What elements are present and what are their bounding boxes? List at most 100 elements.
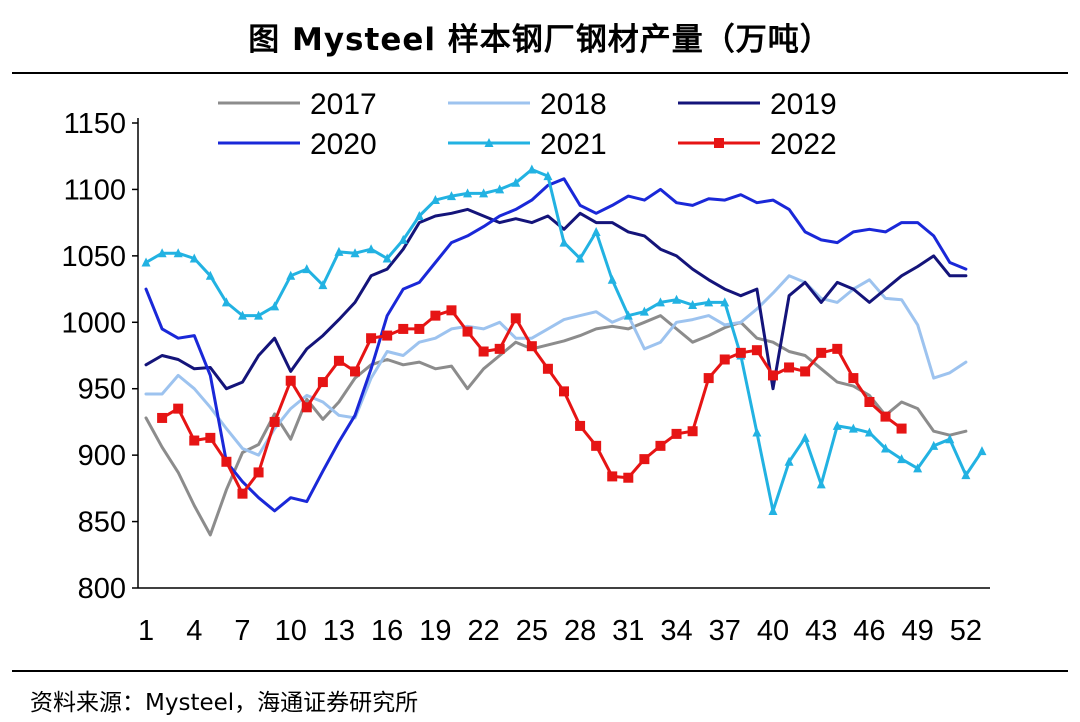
data-point-2021 [848, 423, 858, 433]
data-point-2021 [881, 443, 891, 453]
data-point-2022 [253, 467, 264, 478]
data-point-2022 [623, 472, 634, 483]
series-line-2018 [144, 274, 968, 457]
data-point-2022 [157, 412, 168, 423]
data-point-2021 [495, 184, 505, 194]
data-point-2022 [173, 403, 184, 414]
data-point-2021 [704, 297, 714, 307]
data-point-2022 [591, 440, 602, 451]
series-2021 [141, 164, 987, 515]
data-point-2021 [623, 310, 633, 320]
data-point-2022 [526, 341, 537, 352]
x-tick-label: 31 [612, 615, 644, 647]
legend-item-2022: 2022 [678, 128, 837, 161]
data-point-2021 [832, 420, 842, 430]
data-point-2021 [768, 505, 778, 515]
data-point-2022 [478, 346, 489, 357]
x-tick-label: 49 [902, 615, 934, 647]
data-point-2022 [767, 370, 778, 381]
x-tick-label: 10 [275, 615, 307, 647]
data-point-2021 [286, 270, 296, 280]
y-tick-label: 1150 [64, 108, 126, 140]
data-point-2021 [479, 188, 489, 198]
data-point-2021 [237, 310, 247, 320]
x-tick-label: 28 [564, 615, 596, 647]
source-note: 资料来源：Mysteel，海通证券研究所 [30, 690, 419, 716]
x-tick-label: 40 [757, 615, 789, 647]
data-point-2021 [945, 434, 955, 444]
data-point-2022 [221, 456, 232, 467]
data-point-2022 [414, 323, 425, 334]
legend-marker-2022 [714, 138, 724, 148]
chart-legend: 2017 2018 2019 2020 2021 2022 [218, 88, 837, 161]
data-point-2021 [221, 297, 231, 307]
x-tick-label: 4 [186, 615, 202, 647]
data-point-2021 [929, 440, 939, 450]
series-2020 [144, 177, 968, 513]
data-point-2021 [639, 306, 649, 316]
x-tick-label: 1 [138, 615, 154, 647]
legend-item-2018: 2018 [448, 88, 607, 121]
data-point-2022 [205, 432, 216, 443]
data-point-2022 [880, 411, 891, 422]
data-point-2021 [816, 479, 826, 489]
x-tick-label: 22 [467, 615, 499, 647]
data-point-2022 [671, 428, 682, 439]
data-point-2021 [350, 248, 360, 258]
data-point-2021 [607, 274, 617, 284]
y-tick-label: 1000 [61, 307, 126, 339]
data-point-2021 [414, 211, 424, 220]
data-point-2022 [494, 343, 505, 354]
x-tick-label: 52 [950, 615, 982, 647]
data-point-2021 [270, 301, 280, 311]
data-point-2022 [703, 373, 714, 384]
data-point-2021 [591, 226, 601, 236]
data-point-2021 [398, 234, 408, 244]
data-point-2021 [897, 454, 907, 464]
x-tick-label: 37 [709, 615, 741, 647]
data-point-2022 [639, 454, 650, 465]
x-tick-label: 7 [234, 615, 250, 647]
data-point-2022 [655, 440, 666, 451]
data-point-2021 [752, 427, 762, 437]
legend-label-2017: 2017 [310, 88, 377, 121]
data-point-2022 [301, 402, 312, 413]
data-point-2021 [334, 246, 344, 256]
data-point-2022 [189, 435, 200, 446]
data-point-2021 [205, 270, 215, 280]
data-point-2021 [559, 237, 569, 247]
series-2022 [157, 305, 907, 499]
x-tick-label: 43 [805, 615, 837, 647]
data-point-2022 [510, 313, 521, 324]
data-point-2022 [430, 310, 441, 321]
data-point-2022 [398, 323, 409, 334]
data-point-2022 [446, 305, 457, 316]
data-point-2021 [446, 191, 456, 201]
x-tick-label: 25 [516, 615, 548, 647]
data-point-2021 [527, 164, 537, 174]
series-line-2017 [144, 314, 968, 537]
data-point-2022 [285, 375, 296, 386]
chart-plot-area [141, 164, 987, 537]
data-point-2021 [655, 297, 665, 307]
legend-item-2020: 2020 [218, 128, 377, 161]
data-point-2022 [333, 355, 344, 366]
data-point-2022 [896, 423, 907, 434]
x-tick-label: 16 [371, 615, 403, 647]
data-point-2022 [719, 354, 730, 365]
y-tick-label: 950 [78, 374, 126, 406]
y-tick-label: 1050 [61, 241, 126, 273]
data-point-2022 [366, 333, 377, 344]
data-point-2021 [173, 248, 183, 258]
data-point-2021 [254, 310, 264, 320]
data-point-2021 [800, 432, 810, 442]
data-point-2022 [687, 426, 698, 437]
data-point-2022 [816, 347, 827, 358]
series-2019 [144, 207, 968, 391]
data-point-2021 [430, 195, 440, 205]
x-tick-label: 46 [853, 615, 885, 647]
data-point-2021 [688, 300, 698, 310]
data-point-2022 [800, 366, 811, 377]
title-divider [12, 72, 1068, 74]
